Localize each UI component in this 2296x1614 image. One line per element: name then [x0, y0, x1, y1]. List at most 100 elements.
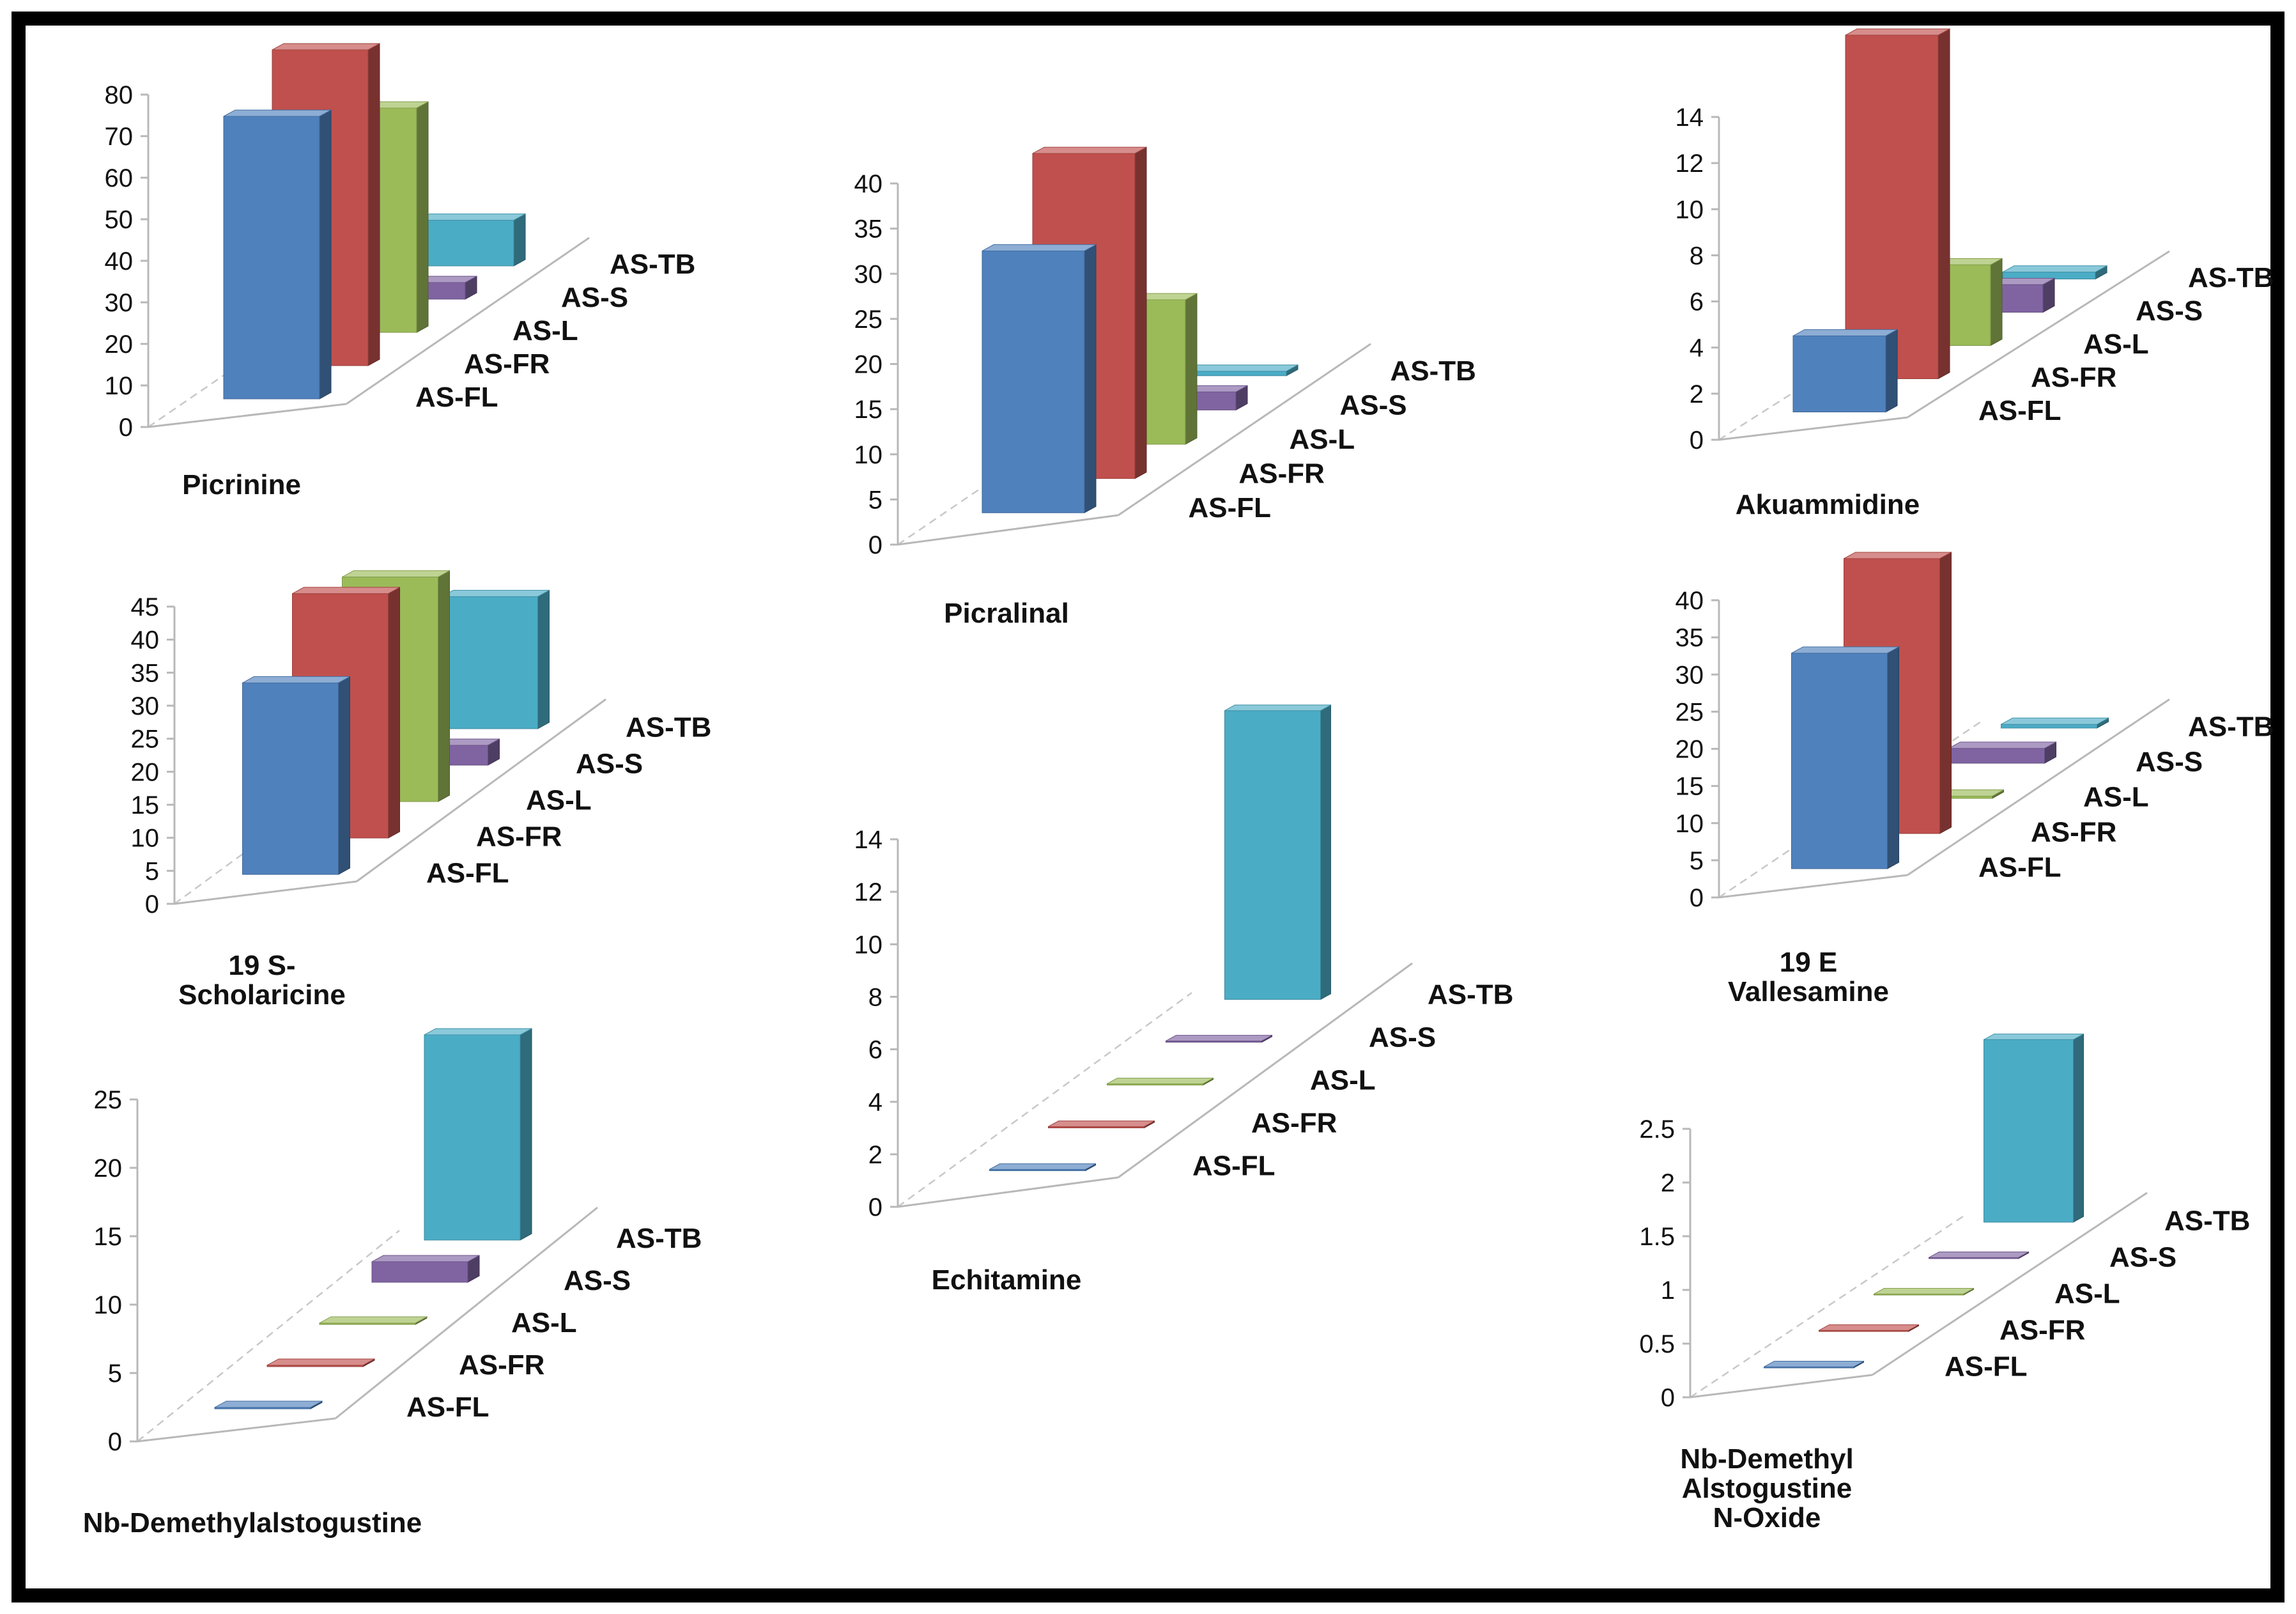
y-tick-label: 25: [1676, 698, 1704, 726]
category-label-as-s: AS-S: [564, 1265, 631, 1296]
bar-as-tb: [442, 589, 550, 729]
chart-title: 19 E: [1780, 947, 1838, 978]
y-tick-label: 0: [868, 1193, 882, 1222]
y-tick-label: 40: [854, 170, 883, 198]
category-label-as-fl: AS-FL: [1189, 492, 1272, 524]
category-label-as-s: AS-S: [561, 282, 628, 313]
chart-19-s-scholaricine: 0 5 10 15 20 25 30 35 40 45 AS-FL AS-FR AS-L AS-S AS-T…: [131, 570, 711, 1011]
y-tick-label: 30: [131, 692, 160, 720]
y-tick-label: 0: [119, 414, 133, 442]
y-axis: 0 5 10 15 20 25: [94, 1086, 139, 1456]
y-tick-label: 35: [854, 215, 883, 244]
category-label-as-fl: AS-FL: [415, 382, 498, 413]
chart-floor: [137, 1206, 598, 1443]
y-tick-label: 10: [131, 825, 160, 853]
y-tick-label: 5: [145, 857, 159, 885]
category-label-as-fr: AS-FR: [2031, 362, 2116, 393]
category-label-as-fl: AS-FL: [426, 858, 509, 889]
y-tick-label: 45: [131, 593, 160, 621]
y-tick-label: 10: [94, 1291, 123, 1319]
bar-as-tb: [424, 1028, 532, 1241]
bar-as-fl: [982, 244, 1097, 514]
category-label-as-l: AS-L: [1290, 424, 1355, 455]
y-tick-label: 70: [105, 123, 134, 151]
category-label-as-tb: AS-TB: [626, 712, 711, 743]
y-tick-label: 14: [854, 826, 883, 854]
y-axis: 0 2 4 6 8 10 12 14: [854, 826, 899, 1222]
bar-as-tb: [1224, 704, 1331, 1000]
y-axis: 0 5 10 15 20 25 30 35 40: [1676, 587, 1720, 912]
y-tick-label: 1: [1661, 1276, 1675, 1305]
category-label-as-tb: AS-TB: [610, 249, 695, 280]
bar-as-fl: [242, 676, 350, 875]
bar-as-fl: [989, 1163, 1096, 1172]
chart-title: Echitamine: [932, 1264, 1082, 1296]
category-label-as-fl: AS-FL: [1192, 1151, 1275, 1182]
category-label-as-fr: AS-FR: [1239, 458, 1325, 490]
y-tick-label: 30: [105, 289, 134, 317]
y-tick-label: 40: [1676, 587, 1704, 615]
y-tick-label: 10: [854, 441, 883, 469]
y-axis: 0 2 4 6 8 10 12 14: [1676, 104, 1720, 454]
bar-as-tb: [1984, 1033, 2084, 1223]
chart-title: Scholaricine: [178, 979, 346, 1011]
bar-as-l: [1107, 1077, 1213, 1086]
y-tick-label: 1.5: [1639, 1223, 1675, 1251]
y-tick-label: 5: [108, 1360, 122, 1388]
y-tick-label: 2: [868, 1141, 882, 1169]
y-tick-label: 6: [868, 1036, 882, 1064]
bar-as-fl: [1791, 646, 1899, 869]
bar-as-fr: [1845, 28, 1950, 380]
bar-as-s: [1948, 741, 2056, 764]
bar-as-fl: [1764, 1360, 1864, 1369]
category-label-as-s: AS-S: [576, 749, 643, 780]
category-label-as-tb: AS-TB: [2188, 711, 2274, 743]
category-label-as-tb: AS-TB: [1391, 355, 1476, 387]
bar-as-fr: [266, 1358, 375, 1367]
bar-as-s: [371, 1255, 480, 1283]
category-label-as-s: AS-S: [2136, 747, 2203, 778]
bar-as-tb: [417, 213, 526, 267]
chart-title: Alstogustine: [1682, 1473, 1852, 1504]
y-axis: 0 5 10 15 20 25 30 35 40 45: [131, 593, 176, 919]
y-tick-label: 5: [1690, 847, 1704, 875]
y-tick-label: 40: [105, 247, 134, 275]
category-label-as-tb: AS-TB: [616, 1223, 702, 1254]
chart-title: 19 S-: [228, 950, 295, 981]
category-label-as-fl: AS-FL: [1978, 852, 2061, 883]
y-tick-label: 15: [854, 396, 883, 424]
y-tick-label: 35: [1676, 624, 1704, 652]
y-axis: 0 5 10 15 20 25 30 35 40: [854, 170, 899, 559]
category-label-as-l: AS-L: [512, 315, 578, 346]
y-tick-label: 15: [1676, 773, 1704, 801]
chart-echitamine: 0 2 4 6 8 10 12 14 AS-FL AS-FR AS-L AS-S AS-TB Echita…: [854, 704, 1513, 1296]
category-label-as-fr: AS-FR: [476, 821, 562, 853]
chart-picrinine: 0 10 20 30 40 50 60 70 80 AS-FLAS-FRAS-LAS-SAS-TB…: [105, 43, 695, 500]
y-tick-label: 0: [868, 531, 882, 559]
bar-as-tb: [1183, 364, 1298, 376]
category-label-as-l: AS-L: [526, 785, 592, 816]
category-label-as-tb: AS-TB: [1428, 979, 1513, 1011]
y-tick-label: 14: [1676, 104, 1704, 132]
y-tick-label: 0: [145, 890, 159, 919]
y-tick-label: 10: [1676, 810, 1704, 838]
y-tick-label: 8: [1690, 242, 1704, 270]
y-tick-label: 30: [1676, 661, 1704, 689]
y-tick-label: 12: [1676, 150, 1704, 178]
chart-title: Picrinine: [182, 469, 301, 500]
y-tick-label: 25: [94, 1086, 123, 1114]
bar-as-fr: [1819, 1324, 1919, 1332]
y-axis: 0 10 20 30 40 50 60 70 80: [105, 81, 150, 442]
category-label-as-s: AS-S: [2136, 295, 2203, 327]
bar-as-tb: [2002, 265, 2107, 280]
bar-as-fr: [1048, 1120, 1155, 1129]
y-tick-label: 12: [854, 878, 883, 906]
chart-title: Nb-Demethylalstogustine: [83, 1507, 422, 1539]
category-label-as-s: AS-S: [1340, 389, 1407, 421]
chart-title: Vallesamine: [1728, 976, 1889, 1007]
category-label-as-tb: AS-TB: [2164, 1206, 2250, 1237]
bar-as-fl: [1792, 329, 1898, 413]
